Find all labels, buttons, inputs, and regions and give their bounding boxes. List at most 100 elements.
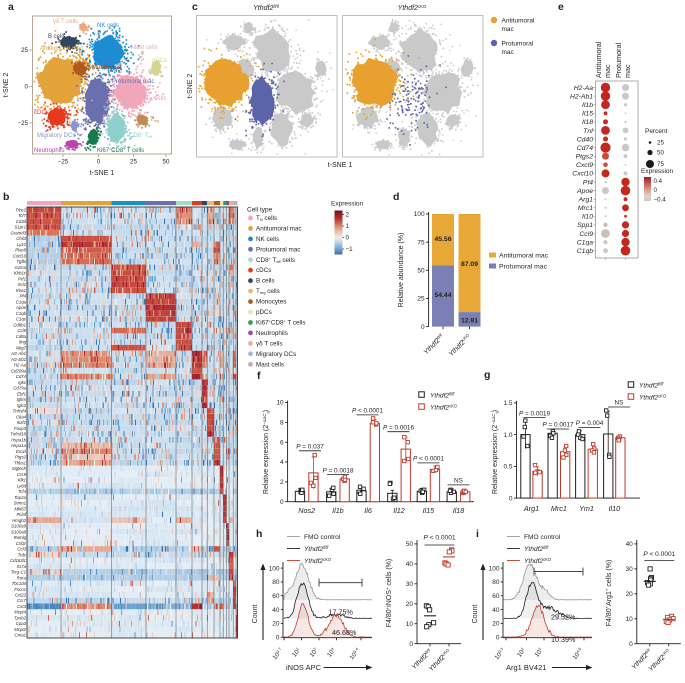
svg-text:10: 10	[276, 400, 284, 407]
svg-text:Ccl3: Ccl3	[17, 547, 26, 552]
svg-text:40: 40	[626, 541, 634, 548]
svg-text:H2-Aa: H2-Aa	[574, 85, 593, 92]
svg-text:Gramd3: Gramd3	[10, 231, 26, 236]
svg-text:−25: −25	[18, 120, 29, 127]
svg-text:Ebf1: Ebf1	[17, 391, 26, 396]
svg-text:60: 60	[492, 593, 500, 600]
svg-text:B cells: B cells	[256, 278, 275, 285]
svg-text:Il1b: Il1b	[332, 506, 344, 515]
svg-text:100: 100	[269, 565, 280, 572]
svg-text:102: 102	[290, 647, 302, 659]
svg-text:6: 6	[280, 439, 284, 446]
svg-text:Foxp3: Foxp3	[14, 426, 27, 431]
svg-text:Prf1: Prf1	[18, 276, 26, 281]
svg-text:NK cells: NK cells	[97, 23, 119, 29]
svg-text:Cd74: Cd74	[16, 374, 27, 379]
svg-text:P = 0.0017: P = 0.0017	[542, 422, 574, 429]
svg-text:Il18: Il18	[453, 506, 465, 515]
svg-text:60: 60	[272, 593, 280, 600]
svg-text:Antitumoral mac: Antitumoral mac	[40, 46, 83, 52]
svg-text:mac: mac	[623, 64, 632, 78]
svg-text:Cxcl9: Cxcl9	[576, 162, 593, 169]
svg-text:50: 50	[406, 541, 414, 548]
svg-text:Pclaf: Pclaf	[16, 512, 26, 517]
svg-text:Migratory DCs: Migratory DCs	[37, 133, 75, 139]
svg-text:0: 0	[276, 634, 280, 641]
svg-text:NK cells: NK cells	[256, 236, 279, 243]
svg-text:Relative expression (2−ΔΔCt): Relative expression (2−ΔΔCt)	[491, 410, 500, 494]
svg-text:Mcpt2: Mcpt2	[14, 627, 26, 632]
svg-text:F4/80+Arg1+ cells (%): F4/80+Arg1+ cells (%)	[605, 560, 613, 627]
svg-text:Nos2: Nos2	[298, 506, 315, 515]
svg-text:Il15: Il15	[423, 506, 436, 515]
svg-text:87.09: 87.09	[461, 261, 478, 268]
svg-text:0: 0	[409, 641, 413, 648]
svg-text:Monocytes: Monocytes	[256, 299, 286, 306]
svg-text:Klrb1c: Klrb1c	[14, 271, 27, 276]
svg-text:Tnfrsf4: Tnfrsf4	[13, 409, 27, 414]
svg-text:b: b	[3, 191, 9, 203]
svg-text:40: 40	[492, 607, 500, 614]
svg-text:Ccr9: Ccr9	[17, 472, 27, 477]
svg-text:h: h	[256, 528, 262, 540]
svg-text:50: 50	[163, 159, 170, 166]
svg-text:Il12: Il12	[393, 506, 405, 515]
svg-text:C1qa: C1qa	[16, 299, 27, 304]
svg-text:Ythdf2fl/fl: Ythdf2fl/fl	[524, 545, 548, 553]
svg-text:1: 1	[346, 223, 350, 230]
svg-text:Antitumoral: Antitumoral	[502, 18, 535, 25]
svg-text:100: 100	[414, 211, 425, 218]
svg-text:Tpsb2: Tpsb2	[14, 616, 27, 621]
svg-text:S100a9: S100a9	[11, 524, 26, 529]
svg-text:P = 0.037: P = 0.037	[296, 444, 324, 451]
svg-text:pDCs: pDCs	[152, 58, 167, 64]
svg-text:P = 0.0019: P = 0.0019	[519, 410, 551, 417]
svg-text:20: 20	[492, 621, 500, 628]
svg-text:Treg: Treg	[150, 117, 159, 123]
svg-text:46.68%: 46.68%	[332, 628, 357, 637]
svg-text:Arg1: Arg1	[578, 197, 594, 204]
svg-text:Chil3: Chil3	[16, 236, 26, 241]
svg-text:P < 0.0001: P < 0.0001	[643, 551, 675, 558]
svg-text:Count: Count	[472, 605, 479, 624]
svg-text:102: 102	[515, 647, 527, 659]
svg-text:Gzma: Gzma	[15, 265, 27, 270]
svg-text:Ccl5: Ccl5	[17, 328, 26, 333]
svg-text:C1qc: C1qc	[16, 317, 27, 322]
svg-text:Fscn1: Fscn1	[14, 587, 26, 592]
svg-text:Ythdf2cKO: Ythdf2cKO	[304, 557, 331, 565]
svg-text:Il6: Il6	[364, 506, 372, 515]
svg-text:P < 0.0001: P < 0.0001	[423, 535, 455, 542]
svg-text:50: 50	[417, 268, 425, 275]
svg-text:S1pr1: S1pr1	[15, 225, 27, 230]
svg-text:Ptgs2: Ptgs2	[15, 455, 27, 460]
svg-text:S100a8: S100a8	[11, 529, 26, 534]
svg-text:Percent: Percent	[645, 128, 668, 135]
svg-text:20: 20	[272, 621, 280, 628]
svg-text:Il10: Il10	[609, 504, 621, 513]
svg-text:10.39%: 10.39%	[551, 635, 576, 644]
svg-text:mac: mac	[603, 64, 612, 78]
svg-text:Cd8a: Cd8a	[16, 334, 27, 339]
svg-text:H2-Aa: H2-Aa	[14, 363, 27, 368]
svg-text:Nkg7: Nkg7	[16, 345, 27, 350]
svg-text:mac: mac	[502, 49, 515, 56]
svg-text:g: g	[484, 369, 490, 381]
svg-text:c: c	[192, 1, 198, 13]
svg-text:γδ T cells: γδ T cells	[53, 19, 78, 25]
svg-text:0: 0	[346, 235, 350, 242]
svg-text:t-SNE 2: t-SNE 2	[187, 74, 194, 99]
svg-text:20: 20	[406, 601, 414, 608]
svg-text:10: 10	[626, 616, 634, 623]
svg-text:2: 2	[346, 212, 350, 219]
svg-text:Mcpt4: Mcpt4	[14, 610, 26, 615]
svg-text:Rora: Rora	[17, 575, 27, 580]
svg-text:Ccl22: Ccl22	[15, 593, 27, 598]
svg-text:Cd3d: Cd3d	[16, 219, 27, 224]
svg-text:H2-Ab1: H2-Ab1	[570, 93, 593, 100]
svg-text:Siglech: Siglech	[12, 466, 27, 471]
svg-text:Apoe: Apoe	[576, 188, 593, 195]
svg-text:Antitumoral: Antitumoral	[594, 41, 603, 78]
svg-text:75: 75	[417, 239, 425, 246]
svg-text:80: 80	[492, 579, 500, 586]
